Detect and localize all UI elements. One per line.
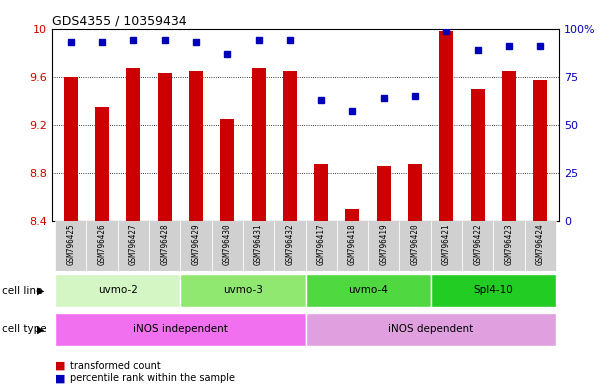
- Text: GSM796421: GSM796421: [442, 223, 451, 265]
- Text: GSM796426: GSM796426: [98, 223, 106, 265]
- Text: cell line: cell line: [2, 286, 42, 296]
- Bar: [431, 275, 556, 307]
- Text: GSM796429: GSM796429: [191, 223, 200, 265]
- Text: GSM796419: GSM796419: [379, 223, 388, 265]
- Bar: [274, 221, 306, 271]
- Bar: [345, 209, 359, 221]
- Text: GSM796423: GSM796423: [505, 223, 513, 265]
- Text: Spl4-10: Spl4-10: [474, 285, 513, 295]
- Bar: [55, 221, 86, 271]
- Text: ▶: ▶: [37, 324, 45, 334]
- Bar: [462, 221, 493, 271]
- Bar: [314, 164, 328, 221]
- Text: GSM796418: GSM796418: [348, 223, 357, 265]
- Bar: [55, 275, 180, 307]
- Bar: [95, 107, 109, 221]
- Bar: [306, 221, 337, 271]
- Bar: [337, 221, 368, 271]
- Text: GSM796422: GSM796422: [473, 223, 482, 265]
- Bar: [189, 71, 203, 221]
- Bar: [283, 71, 297, 221]
- Bar: [439, 31, 453, 221]
- Bar: [525, 221, 556, 271]
- Bar: [118, 221, 149, 271]
- Bar: [126, 68, 141, 221]
- Bar: [55, 313, 306, 346]
- Bar: [64, 77, 78, 221]
- Bar: [470, 89, 485, 221]
- Bar: [533, 80, 547, 221]
- Text: uvmo-3: uvmo-3: [223, 285, 263, 295]
- Bar: [408, 164, 422, 221]
- Bar: [243, 221, 274, 271]
- Text: GSM796430: GSM796430: [223, 223, 232, 265]
- Bar: [400, 221, 431, 271]
- Text: uvmo-2: uvmo-2: [98, 285, 137, 295]
- Bar: [180, 275, 306, 307]
- Bar: [431, 221, 462, 271]
- Bar: [377, 166, 391, 221]
- Bar: [211, 221, 243, 271]
- Bar: [493, 221, 525, 271]
- Text: GSM796420: GSM796420: [411, 223, 420, 265]
- Bar: [149, 221, 180, 271]
- Bar: [306, 313, 556, 346]
- Bar: [220, 119, 234, 221]
- Text: GSM796428: GSM796428: [160, 223, 169, 265]
- Text: GSM796424: GSM796424: [536, 223, 545, 265]
- Bar: [502, 71, 516, 221]
- Text: ■: ■: [55, 373, 65, 383]
- Text: iNOS dependent: iNOS dependent: [388, 324, 474, 334]
- Text: transformed count: transformed count: [70, 361, 161, 371]
- Text: iNOS independent: iNOS independent: [133, 324, 228, 334]
- Text: GSM796425: GSM796425: [66, 223, 75, 265]
- Bar: [368, 221, 400, 271]
- Text: GSM796432: GSM796432: [285, 223, 295, 265]
- Bar: [86, 221, 118, 271]
- Text: uvmo-4: uvmo-4: [348, 285, 388, 295]
- Text: GSM796417: GSM796417: [316, 223, 326, 265]
- Text: ■: ■: [55, 361, 65, 371]
- Text: percentile rank within the sample: percentile rank within the sample: [70, 373, 235, 383]
- Text: GDS4355 / 10359434: GDS4355 / 10359434: [52, 15, 186, 28]
- Bar: [306, 275, 431, 307]
- Bar: [158, 73, 172, 221]
- Text: GSM796431: GSM796431: [254, 223, 263, 265]
- Bar: [180, 221, 211, 271]
- Text: GSM796427: GSM796427: [129, 223, 138, 265]
- Bar: [252, 68, 266, 221]
- Text: cell type: cell type: [2, 324, 46, 334]
- Text: ▶: ▶: [37, 286, 45, 296]
